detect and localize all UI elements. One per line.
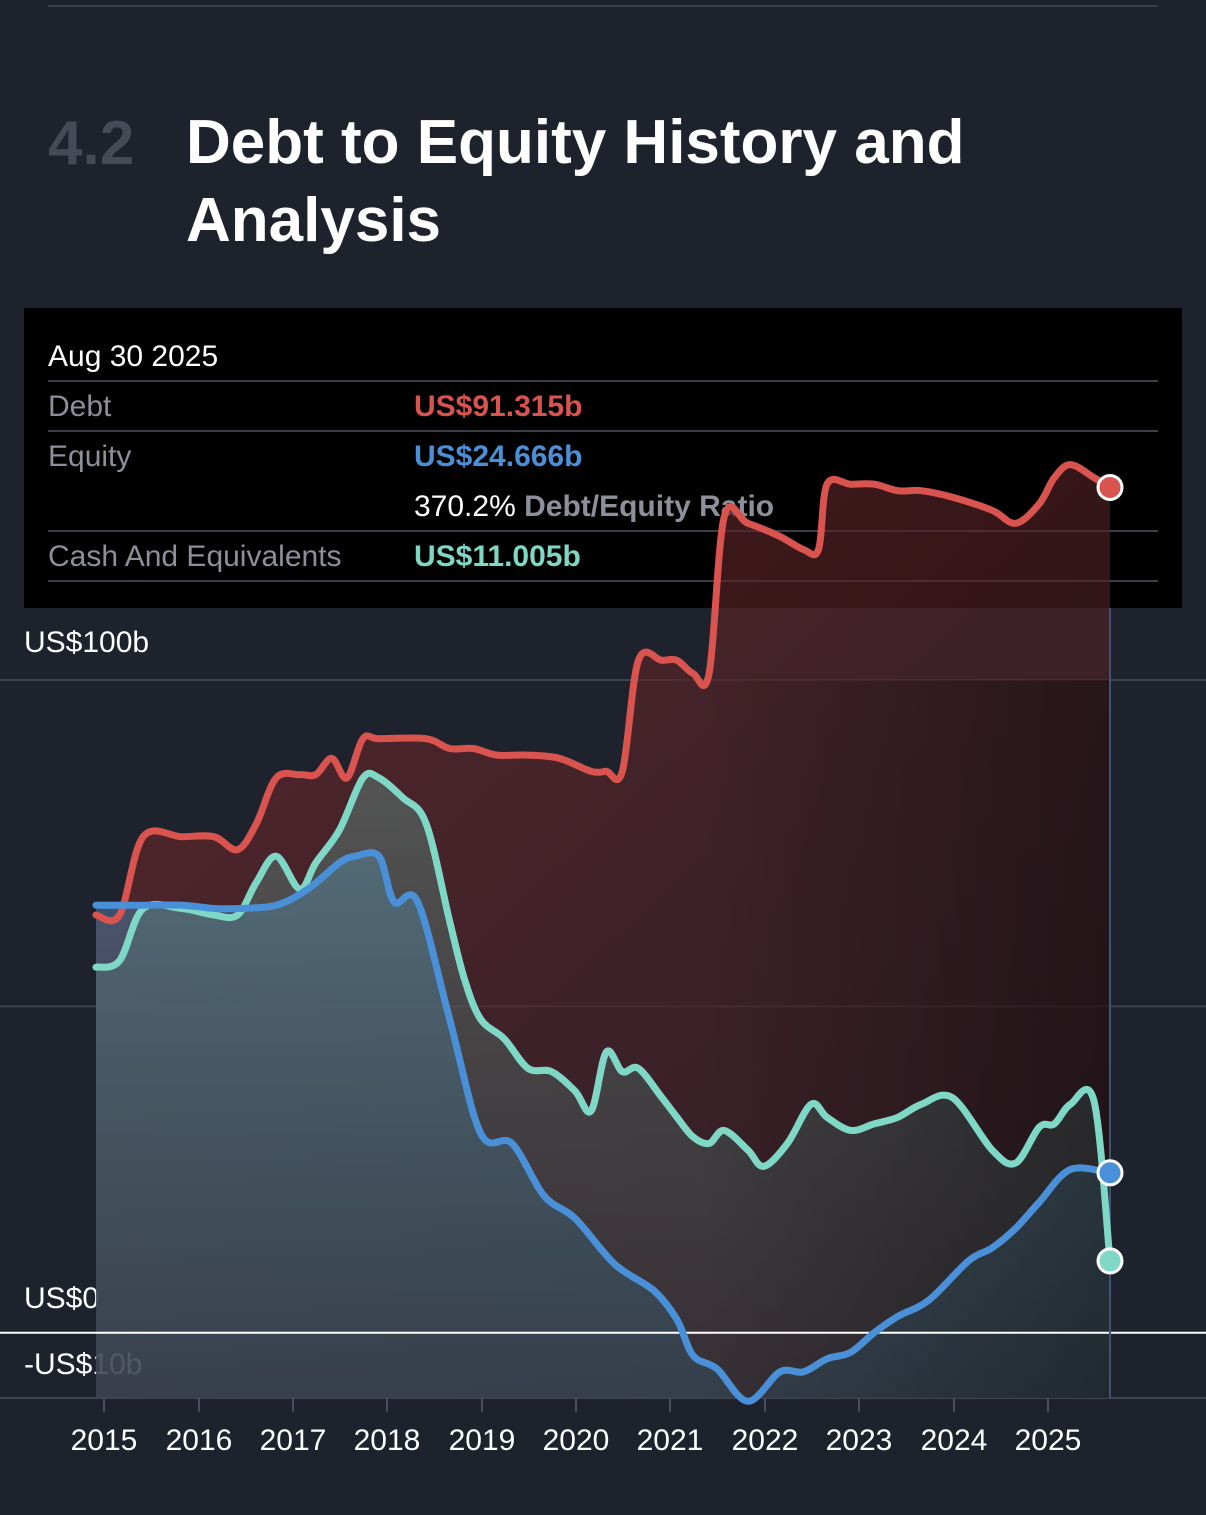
x-tick-label-2018: 2018 (354, 1424, 421, 1457)
x-tick-label-2022: 2022 (732, 1424, 799, 1457)
cash-end-marker (1096, 1247, 1124, 1275)
x-tick-label-2019: 2019 (449, 1424, 516, 1457)
tooltip-bottom-divider (48, 580, 1158, 582)
cash-line (92, 769, 1114, 1265)
y-label-top: US$100b (24, 626, 150, 659)
x-tick-label-2015: 2015 (71, 1424, 138, 1457)
equity-line (92, 849, 1114, 1405)
top-divider (48, 5, 1158, 7)
x-tick-label-2023: 2023 (826, 1424, 893, 1457)
x-tick-label-2016: 2016 (166, 1424, 233, 1457)
tooltip-debt-value: US$91.315b (414, 390, 583, 423)
x-tick-label-2017: 2017 (260, 1424, 327, 1457)
tooltip-cash-value: US$11.005b (414, 540, 581, 573)
tooltip-ratio-value: 370.2% (414, 490, 516, 523)
tooltip-row-debt: Debt US$91.315b (48, 380, 1158, 432)
y-label-zero: US$0 (24, 1282, 100, 1315)
tooltip-date: Aug 30 2025 (48, 340, 219, 373)
section-title: Debt to Equity History and Analysis (186, 108, 965, 255)
debt-line (92, 461, 1114, 925)
x-tick-label-2024: 2024 (921, 1424, 988, 1457)
section-number: 4.2 (48, 109, 135, 178)
x-tick-label-2020: 2020 (543, 1424, 610, 1457)
plot-shade (700, 680, 1110, 1398)
tooltip-cash-label: Cash And Equivalents (48, 540, 342, 573)
x-tick-label-2025: 2025 (1015, 1424, 1082, 1457)
debt-end-marker (1096, 473, 1124, 501)
tooltip-row-cash: Cash And Equivalents US$11.005b (48, 530, 1158, 582)
tooltip-debt-label: Debt (48, 390, 112, 423)
tooltip-row-equity: Equity US$24.666b (48, 430, 1158, 482)
tooltip-equity-value: US$24.666b (414, 440, 583, 473)
equity-end-marker (1096, 1159, 1124, 1187)
x-tick-label-2021: 2021 (637, 1424, 704, 1457)
tooltip-equity-label: Equity (48, 440, 132, 473)
